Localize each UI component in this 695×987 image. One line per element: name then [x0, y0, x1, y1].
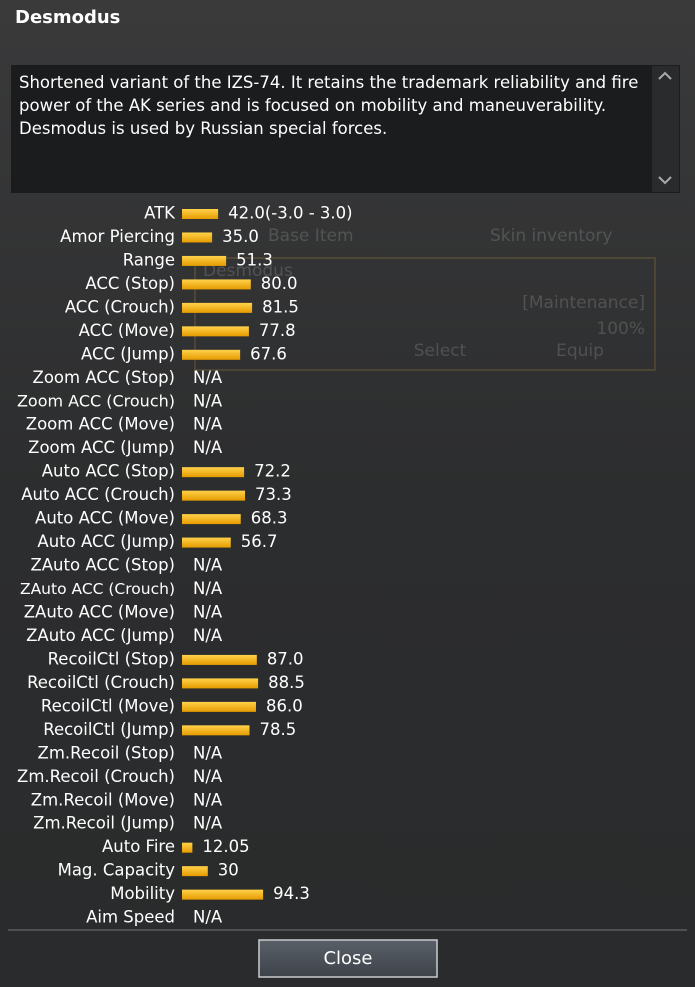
- scroll-up[interactable]: [658, 71, 672, 80]
- stat-value: N/A: [193, 790, 223, 809]
- stat-label: Mag. Capacity: [58, 861, 176, 880]
- stat-value: 87.0: [267, 649, 304, 668]
- ghost-tab: Base Item: [268, 226, 354, 246]
- stat-value: 68.3: [251, 509, 288, 528]
- stat-value: 12.05: [202, 837, 249, 856]
- stat-value: 81.5: [262, 297, 299, 316]
- stat-value: 35.0: [222, 227, 259, 246]
- stat-label: ZAuto ACC (Move): [24, 602, 175, 621]
- stat-label: Auto ACC (Move): [35, 509, 175, 528]
- stat-value: 67.6: [250, 344, 287, 363]
- stat-label: ATK: [144, 204, 176, 223]
- ghost-panel: [194, 257, 656, 371]
- stat-value: N/A: [193, 391, 223, 410]
- ghost-tab: Skin inventory: [490, 226, 612, 246]
- scrollbar[interactable]: [652, 66, 679, 192]
- description-box: [11, 65, 680, 193]
- stat-label: ACC (Move): [79, 321, 175, 340]
- stat-label: Auto ACC (Crouch): [21, 485, 175, 504]
- stat-label: Auto Fire: [102, 837, 175, 856]
- stat-label: Zoom ACC (Stop): [33, 368, 175, 387]
- window-title: Desmodus: [15, 7, 120, 28]
- stat-label: Auto ACC (Jump): [37, 532, 175, 551]
- stat-bar: [182, 209, 219, 219]
- stat-value: N/A: [193, 415, 223, 434]
- ghost-button: Select: [414, 341, 467, 361]
- stat-bar: [182, 725, 250, 736]
- stat-bar: [182, 232, 213, 243]
- stat-bar: [182, 490, 246, 501]
- ghost-durability: 100%: [596, 319, 645, 339]
- ghost-status: [Maintenance]: [522, 293, 645, 313]
- stat-label: ACC (Jump): [81, 344, 175, 363]
- stat-label: Auto ACC (Stop): [42, 462, 175, 481]
- stat-bar: [182, 279, 251, 290]
- stat-bar: [182, 255, 227, 266]
- stat-value: 56.7: [241, 532, 278, 551]
- stat-bar: [182, 701, 256, 712]
- stat-bar: [182, 866, 208, 877]
- stat-bar: [182, 889, 264, 900]
- stat-bar: [182, 678, 259, 689]
- stat-value: N/A: [193, 814, 223, 833]
- description: Shortened variant of the IZS-74. It reta…: [19, 73, 639, 138]
- stat-value: 88.5: [268, 673, 305, 692]
- stat-label: Zoom ACC (Crouch): [17, 391, 175, 410]
- stat-label: ZAuto ACC (Jump): [26, 626, 175, 645]
- stat-label: Amor Piercing: [60, 227, 175, 246]
- stat-label: Zoom ACC (Move): [26, 415, 175, 434]
- stat-value: N/A: [193, 626, 223, 645]
- stat-label: Zm.Recoil (Move): [31, 790, 175, 809]
- stat-value: 94.3: [273, 884, 310, 903]
- stat-label: ZAuto ACC (Stop): [30, 556, 175, 575]
- stat-value: 80.0: [261, 274, 298, 293]
- stat-value: 78.5: [260, 720, 297, 739]
- stat-value: N/A: [193, 743, 223, 762]
- stat-value: N/A: [193, 438, 223, 457]
- stat-label: RecoilCtl (Jump): [43, 720, 175, 739]
- stat-label: Zoom ACC (Jump): [28, 438, 175, 457]
- stat-bar: [182, 302, 253, 313]
- stat-label: Zm.Recoil (Jump): [33, 814, 175, 833]
- stat-value: 51.3: [236, 250, 273, 269]
- stat-label: RecoilCtl (Move): [41, 696, 175, 715]
- stat-value: N/A: [193, 908, 223, 927]
- stat-bar: [182, 349, 241, 360]
- stat-bar: [182, 842, 193, 853]
- stat-value: 77.8: [259, 321, 296, 340]
- stat-value: N/A: [193, 556, 223, 575]
- stat-bar: [182, 467, 245, 478]
- stat-value: N/A: [193, 579, 223, 598]
- stat-value: N/A: [193, 368, 223, 387]
- stat-bar: [182, 654, 257, 665]
- stat-label: RecoilCtl (Crouch): [27, 673, 175, 692]
- stat-label: ACC (Stop): [85, 274, 175, 293]
- stat-label: Mobility: [110, 884, 175, 903]
- stat-value: 86.0: [266, 696, 303, 715]
- stat-label: Zm.Recoil (Crouch): [17, 767, 175, 786]
- stat-label: Range: [123, 250, 175, 269]
- stat-label: RecoilCtl (Stop): [48, 649, 175, 668]
- stat-bar: [182, 537, 231, 548]
- stat-bar: [182, 514, 241, 525]
- stat-value: 73.3: [255, 485, 292, 504]
- close-button-label[interactable]: Close: [323, 948, 372, 969]
- stat-label: Zm.Recoil (Stop): [38, 743, 175, 762]
- stat-label: ZAuto ACC (Crouch): [20, 580, 175, 598]
- close-button[interactable]: [258, 939, 438, 978]
- ghost-item-name: Desmodus: [203, 261, 293, 281]
- stat-value: 72.2: [254, 462, 291, 481]
- stat-value: N/A: [193, 602, 223, 621]
- stat-value: 42.0(-3.0 - 3.0): [228, 204, 353, 223]
- stat-label: ACC (Crouch): [65, 297, 175, 316]
- stat-bar: [182, 326, 249, 337]
- stat-value: 30: [218, 861, 239, 880]
- stat-value: N/A: [193, 767, 223, 786]
- ghost-button: Equip: [556, 341, 604, 361]
- scroll-down[interactable]: [658, 176, 672, 185]
- stat-label: Aim Speed: [86, 908, 175, 927]
